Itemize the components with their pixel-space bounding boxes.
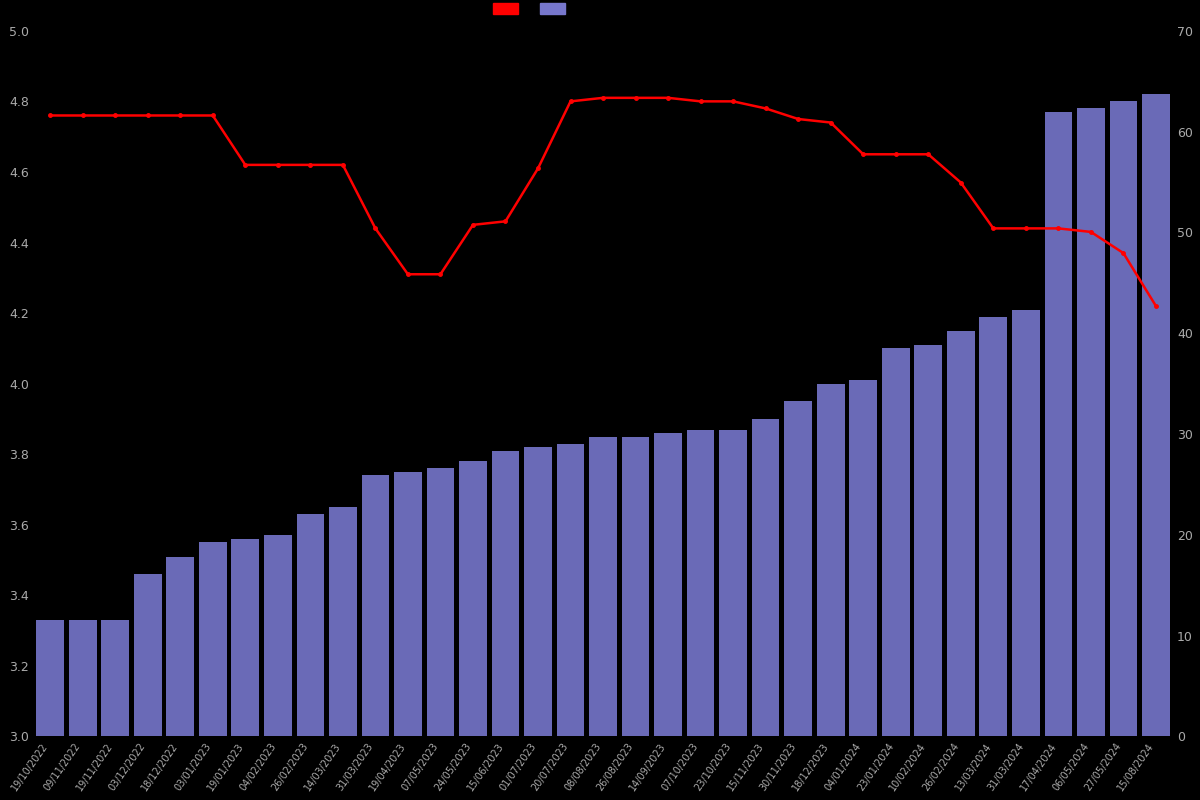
- Bar: [1110, 102, 1138, 737]
- Bar: [654, 433, 682, 737]
- Bar: [850, 380, 877, 737]
- Bar: [492, 450, 520, 737]
- Bar: [296, 514, 324, 737]
- Legend: , : ,: [493, 2, 576, 17]
- Bar: [167, 557, 194, 737]
- Bar: [524, 447, 552, 737]
- Bar: [460, 462, 487, 737]
- Bar: [557, 444, 584, 737]
- Bar: [882, 348, 910, 737]
- Bar: [427, 468, 455, 737]
- Bar: [914, 345, 942, 737]
- Bar: [232, 539, 259, 737]
- Bar: [1078, 109, 1105, 737]
- Bar: [329, 507, 356, 737]
- Bar: [1044, 112, 1072, 737]
- Bar: [394, 472, 421, 737]
- Bar: [264, 535, 292, 737]
- Bar: [361, 475, 389, 737]
- Bar: [752, 419, 780, 737]
- Bar: [1142, 94, 1170, 737]
- Bar: [817, 384, 845, 737]
- Bar: [719, 430, 746, 737]
- Bar: [1012, 310, 1039, 737]
- Bar: [622, 437, 649, 737]
- Bar: [101, 620, 130, 737]
- Bar: [134, 574, 162, 737]
- Bar: [199, 542, 227, 737]
- Bar: [979, 317, 1007, 737]
- Bar: [68, 620, 96, 737]
- Bar: [36, 620, 64, 737]
- Bar: [785, 402, 812, 737]
- Bar: [589, 437, 617, 737]
- Bar: [947, 330, 974, 737]
- Bar: [686, 430, 714, 737]
